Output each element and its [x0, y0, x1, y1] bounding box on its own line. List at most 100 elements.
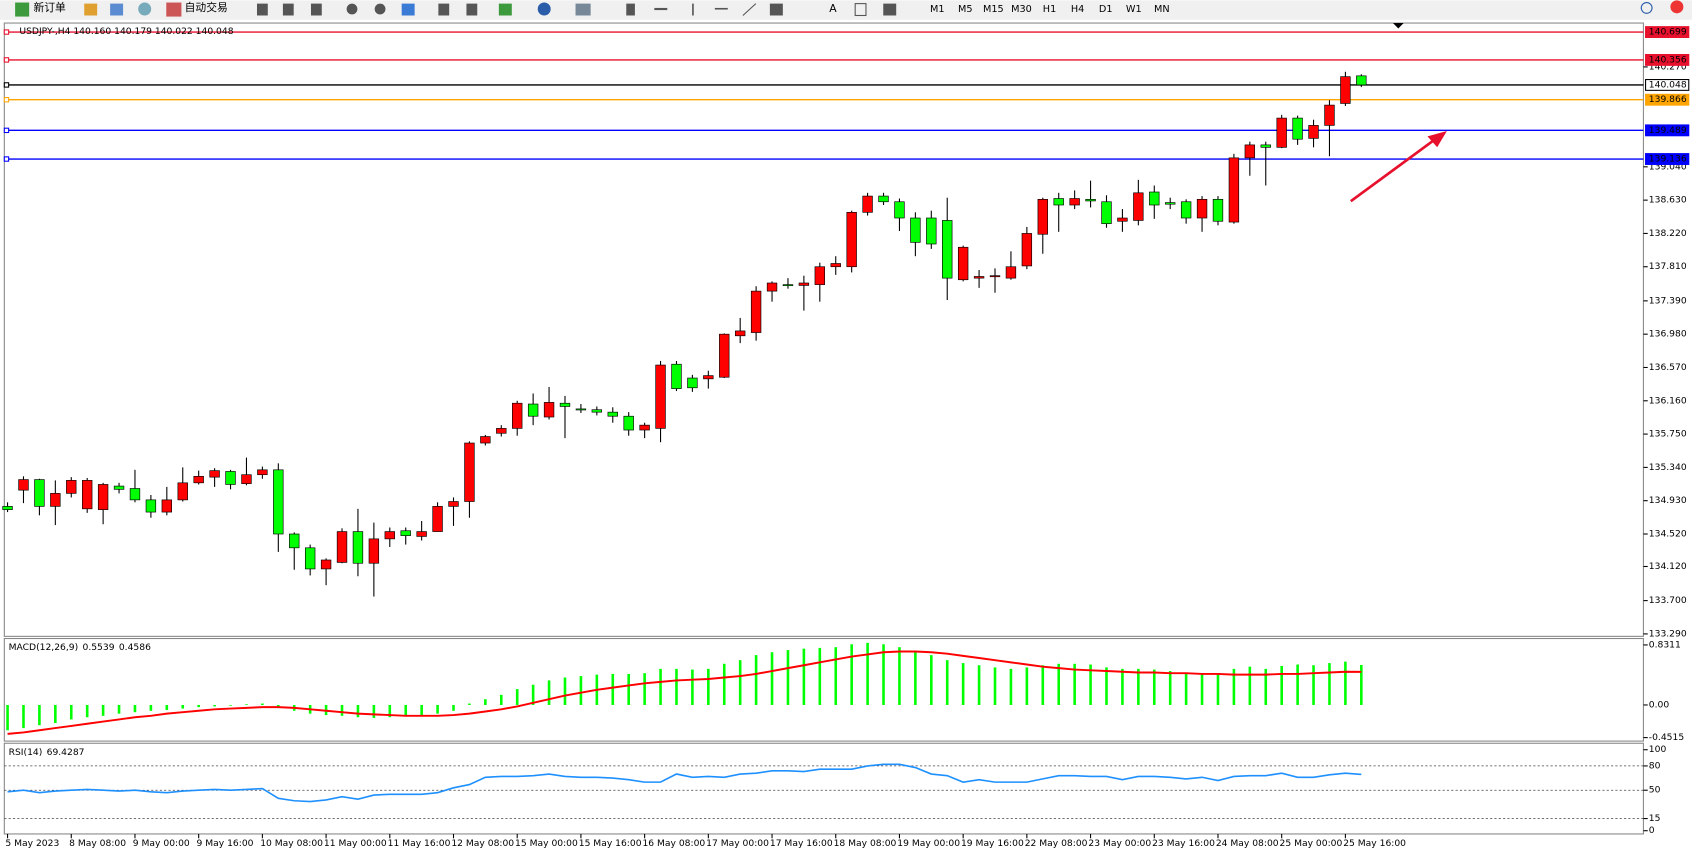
macd-bar — [54, 704, 57, 724]
icon[interactable] — [714, 7, 728, 10]
macd-bar — [802, 648, 806, 705]
candle-body — [575, 408, 587, 411]
macd-bar — [643, 673, 646, 705]
macd-bar — [197, 704, 200, 708]
macd-bar — [754, 655, 758, 705]
candle-body — [559, 402, 571, 407]
level-label-bg — [1645, 26, 1690, 39]
icon[interactable] — [438, 3, 450, 16]
icon[interactable] — [346, 3, 358, 15]
macd-bar — [69, 704, 73, 720]
icon[interactable] — [282, 3, 294, 16]
icon[interactable] — [110, 3, 124, 16]
macd-panel — [3, 637, 1644, 742]
auto-trading[interactable]: 自动交易 — [185, 1, 228, 14]
icon[interactable] — [256, 3, 268, 16]
icon[interactable] — [769, 3, 783, 16]
icon[interactable] — [15, 2, 30, 17]
macd-bar — [945, 660, 949, 705]
notifications[interactable] — [1670, 0, 1684, 14]
period-button[interactable]: H1 — [1043, 4, 1056, 15]
macd-bar — [388, 704, 392, 718]
level-label-bg — [1645, 79, 1690, 91]
candle-body — [82, 480, 93, 510]
candle-body — [862, 195, 873, 213]
macd-bar — [1248, 666, 1252, 705]
period-button[interactable]: W1 — [1126, 4, 1142, 15]
y-tick-label: 100 — [1649, 744, 1667, 755]
candle-body — [527, 403, 539, 417]
level-label: 139.136 — [1649, 154, 1687, 165]
candle-body — [1133, 192, 1144, 221]
macd-bar — [914, 650, 917, 705]
icon[interactable] — [138, 2, 152, 16]
icon[interactable] — [854, 3, 867, 17]
icon-a[interactable]: A — [829, 2, 837, 15]
macd-value: 0.5539 — [83, 642, 115, 653]
y-tick-label: 137.390 — [1649, 295, 1687, 306]
candle-body — [926, 217, 937, 245]
icon[interactable] — [626, 3, 635, 16]
icon[interactable] — [166, 2, 182, 17]
macd-bar — [213, 704, 216, 707]
macd-bar — [38, 704, 41, 726]
new-order[interactable]: 新订单 — [33, 1, 66, 14]
candle-body — [687, 377, 698, 389]
candle-body — [352, 531, 364, 564]
macd-bar — [1105, 667, 1108, 705]
macd-bar — [1328, 663, 1331, 705]
icon[interactable] — [84, 3, 98, 16]
candle-body — [432, 506, 443, 532]
candle-body — [225, 471, 236, 485]
candle-body — [798, 282, 810, 286]
candle-body — [464, 442, 475, 502]
level-handle — [3, 57, 10, 63]
icon[interactable] — [401, 3, 415, 16]
icon[interactable] — [466, 3, 478, 16]
macd-name: MACD(12,26,9) — [9, 642, 79, 653]
level-label: 140.356 — [1649, 54, 1687, 65]
candle-body — [750, 290, 762, 333]
icon[interactable] — [575, 3, 591, 16]
icon[interactable] — [374, 3, 386, 15]
period-button[interactable]: MN — [1154, 4, 1170, 15]
candle-body — [368, 538, 380, 564]
candle-body — [782, 284, 794, 287]
level-label: 139.866 — [1649, 94, 1687, 105]
period-button[interactable]: M30 — [1011, 4, 1032, 15]
level-label: 140.048 — [1649, 79, 1687, 90]
icon[interactable] — [742, 3, 757, 16]
y-tick-label: 136.570 — [1649, 362, 1687, 373]
icon[interactable] — [498, 3, 512, 16]
icon[interactable] — [883, 3, 897, 16]
period-button[interactable]: M5 — [958, 4, 973, 15]
macd-bar — [149, 704, 153, 711]
candle-body — [639, 424, 650, 431]
period-button[interactable]: H4 — [1071, 4, 1084, 15]
icon[interactable] — [692, 3, 694, 16]
x-tick-label: 19 May 00:00 — [897, 838, 960, 849]
icon[interactable] — [310, 3, 322, 16]
icon[interactable] — [654, 7, 668, 11]
candle-body — [957, 246, 969, 281]
level-handle — [3, 29, 10, 35]
macd-bar — [627, 673, 630, 705]
macd-title: MACD(12,26,9) 0.5539 0.4586 — [9, 642, 151, 653]
macd-bar — [420, 704, 423, 716]
macd-bar — [22, 704, 25, 729]
candle-body — [846, 211, 857, 268]
period-button[interactable]: M15 — [983, 4, 1004, 15]
signal-value: 0.4586 — [119, 642, 151, 653]
period-button[interactable]: D1 — [1099, 4, 1113, 15]
candle-body — [129, 488, 141, 501]
candle-body — [1149, 191, 1160, 206]
search[interactable] — [1640, 1, 1653, 14]
macd-bar — [277, 704, 280, 708]
macd-bar — [1168, 671, 1172, 705]
icon[interactable] — [537, 2, 551, 16]
candle-body — [766, 282, 778, 292]
y-tick-label: 133.290 — [1649, 628, 1687, 639]
period-button[interactable]: M1 — [930, 4, 945, 15]
x-tick-label: 24 May 08:00 — [1216, 838, 1279, 849]
x-tick-label: 11 May 00:00 — [324, 838, 387, 849]
